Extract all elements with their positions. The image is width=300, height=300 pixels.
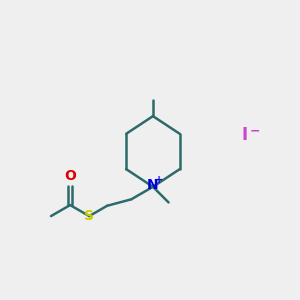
Text: N: N bbox=[147, 178, 159, 192]
Text: S: S bbox=[84, 209, 94, 223]
Text: O: O bbox=[64, 169, 76, 183]
Text: +: + bbox=[155, 175, 164, 185]
Text: I: I bbox=[241, 126, 247, 144]
Text: −: − bbox=[249, 124, 260, 137]
